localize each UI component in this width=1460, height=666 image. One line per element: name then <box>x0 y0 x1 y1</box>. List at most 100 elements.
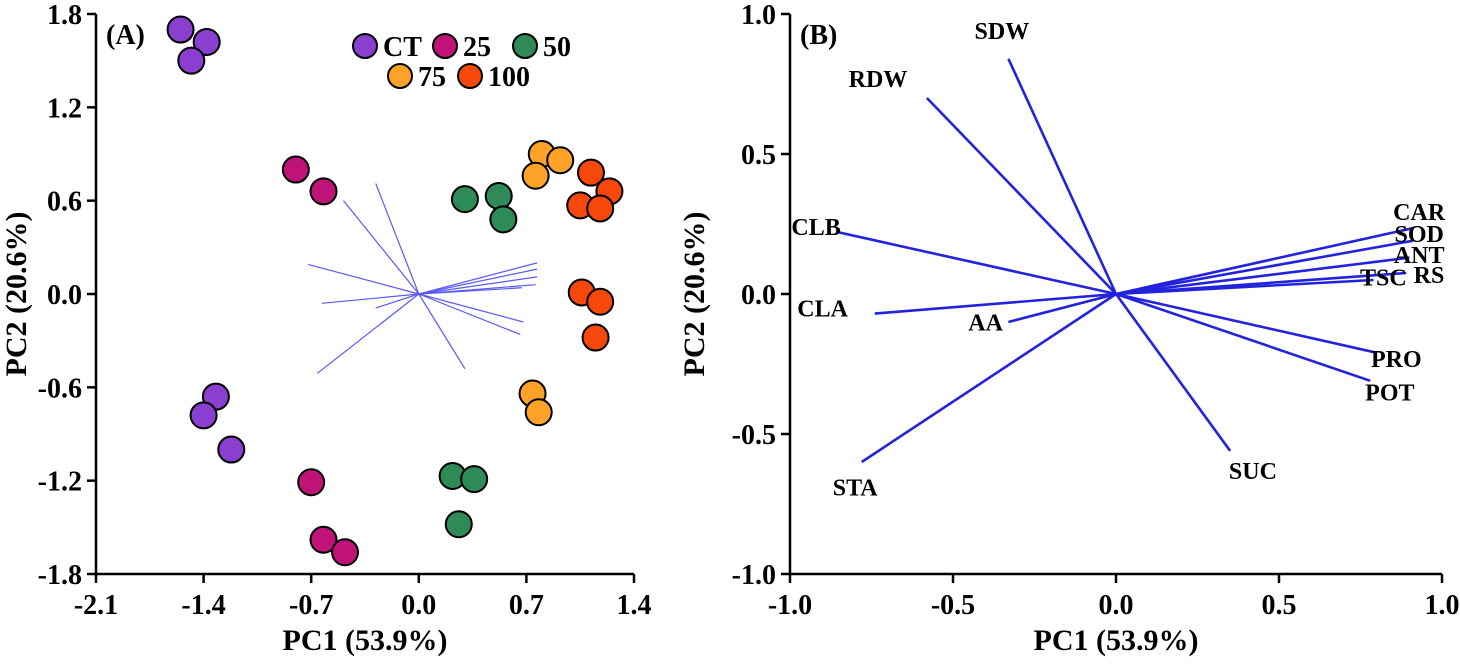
x-tick-label: -1.4 <box>181 590 225 621</box>
y-tick-label: 0.6 <box>47 187 82 218</box>
legend-marker <box>432 33 458 59</box>
y-tick-label: -1.8 <box>38 560 82 591</box>
data-point <box>586 194 615 223</box>
loading-label: AA <box>968 310 1003 336</box>
loading-label: PRO <box>1371 347 1422 373</box>
data-point <box>309 525 338 554</box>
x-axis-label: PC1 (53.9%) <box>1034 624 1199 657</box>
loading-vector <box>418 268 538 295</box>
loading-label: SUC <box>1229 459 1277 485</box>
loading-label: SDW <box>975 19 1030 45</box>
loading-vector <box>307 263 419 295</box>
y-axis-label: PC2 (20.6%) <box>0 212 33 377</box>
data-point <box>460 465 489 494</box>
x-tick-label: 1.0 <box>1425 590 1460 621</box>
legend-marker <box>387 63 413 89</box>
x-tick-label: 1.4 <box>617 590 652 621</box>
y-tick-label: 0.0 <box>741 280 776 311</box>
loading-vector <box>1115 226 1413 296</box>
y-tick-label: 1.8 <box>47 0 82 31</box>
data-point <box>581 323 610 352</box>
legend-marker <box>512 33 538 59</box>
loading-vector <box>1007 58 1118 295</box>
data-point <box>586 287 615 316</box>
y-axis-label: PC2 (20.6%) <box>678 212 711 377</box>
data-point <box>177 46 206 75</box>
loading-vector <box>1115 239 1413 296</box>
data-point <box>331 538 360 567</box>
x-tick-label: -1.0 <box>768 590 812 621</box>
data-point <box>521 161 550 190</box>
data-point <box>489 205 518 234</box>
x-tick-label: -0.5 <box>931 590 975 621</box>
data-point <box>217 435 246 464</box>
x-tick-label: -0.7 <box>289 590 333 621</box>
legend-label: 75 <box>418 62 446 93</box>
loading-vector <box>925 97 1117 295</box>
data-point <box>189 401 218 430</box>
loading-label: RDW <box>849 67 908 93</box>
pca-loading-plot: -1.0 -0.5 0.0 0.5 1.0 -1.0 -0.5 0.0 0.5 1.0 PC1 (5… <box>678 0 1460 657</box>
legend-marker <box>457 63 483 89</box>
y-tick-label: 0.0 <box>47 280 82 311</box>
data-point <box>546 146 575 175</box>
panel-label: (A) <box>106 20 145 51</box>
loading-vector <box>316 293 420 374</box>
loading-vector <box>375 293 419 309</box>
loading-label: SOD <box>1395 222 1444 248</box>
loading-vector <box>321 293 419 304</box>
x-tick-label: 0.7 <box>509 590 544 621</box>
loading-vector <box>1115 278 1374 296</box>
y-tick-label: 1.2 <box>47 93 82 124</box>
loading-label: RS <box>1414 263 1445 289</box>
loading-vector <box>418 287 522 295</box>
legend-marker <box>352 33 378 59</box>
loading-label: POT <box>1365 380 1414 406</box>
x-tick-label: 0.5 <box>1262 590 1297 621</box>
x-tick-label: 0.0 <box>401 590 436 621</box>
data-point <box>166 15 195 44</box>
loading-vector <box>1115 292 1378 355</box>
loading-vector <box>1115 292 1371 383</box>
data-point <box>524 398 553 427</box>
legend-label: 25 <box>463 32 491 63</box>
loading-vector <box>418 276 538 295</box>
y-tick-label: -0.6 <box>38 373 82 404</box>
loading-vector <box>375 183 420 295</box>
legend-label: CT <box>383 32 422 63</box>
data-point <box>444 510 473 539</box>
legend-label: 50 <box>543 32 571 63</box>
data-point <box>576 158 605 187</box>
data-point <box>484 182 513 210</box>
loading-vector <box>1008 292 1117 324</box>
loading-label: ANT <box>1394 243 1445 269</box>
x-axis-label: PC1 (53.9%) <box>283 624 448 657</box>
panel-label: (B) <box>800 20 837 51</box>
y-tick-label: 1.0 <box>741 0 776 31</box>
loading-label: STA <box>833 476 879 502</box>
loading-label: CAR <box>1393 200 1446 226</box>
loading-label: CLB <box>791 215 840 241</box>
loading-vector <box>418 293 521 336</box>
data-point <box>297 468 326 497</box>
data-point <box>192 28 221 56</box>
loading-vector <box>418 293 466 369</box>
data-point <box>281 155 310 184</box>
loading-vector <box>418 262 538 295</box>
data-point <box>309 177 338 206</box>
x-tick-label: -2.1 <box>74 590 118 621</box>
loading-vector <box>343 200 420 295</box>
y-tick-label: -0.5 <box>732 420 776 451</box>
loading-vector <box>874 292 1117 315</box>
loading-vector <box>1114 293 1232 452</box>
legend-label: 100 <box>488 62 530 93</box>
y-tick-label: -1.2 <box>38 467 82 498</box>
y-tick-label: -1.0 <box>732 560 776 591</box>
loading-vector <box>861 292 1117 464</box>
loading-vector <box>838 231 1117 296</box>
y-tick-label: 0.5 <box>741 140 776 171</box>
data-point <box>450 185 479 214</box>
loading-vector <box>418 293 524 323</box>
loading-label: CLA <box>797 296 848 322</box>
